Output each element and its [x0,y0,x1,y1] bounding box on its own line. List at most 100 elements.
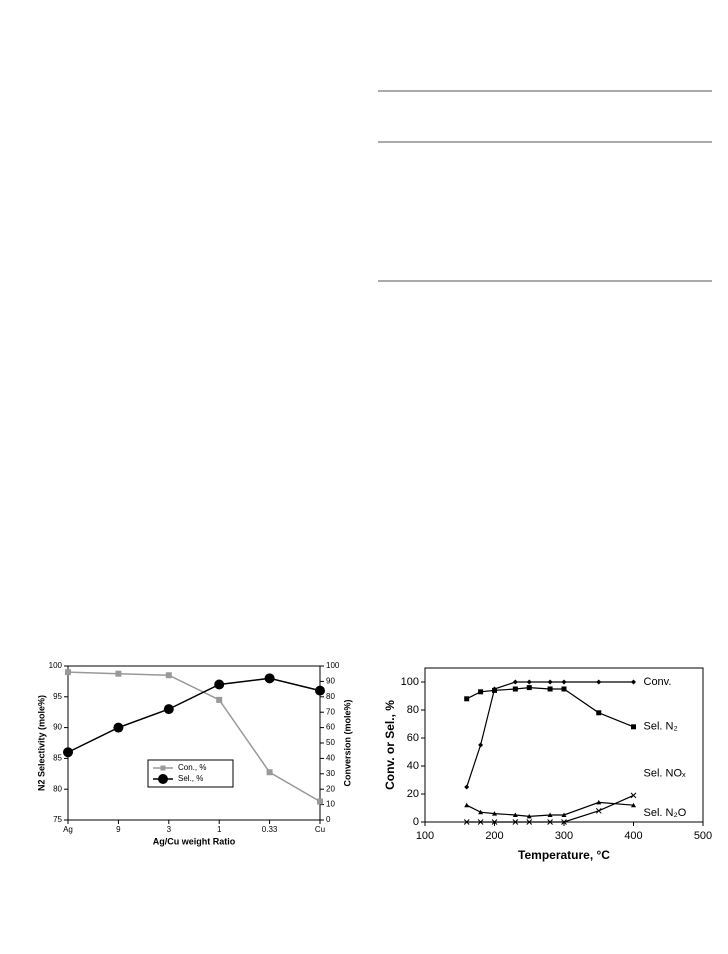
point [478,742,484,748]
x-tick-label: 3 [167,825,172,834]
point [317,798,323,805]
point [65,669,71,676]
series-line [466,794,634,823]
x-tick-label: 400 [624,830,642,842]
point [464,784,470,790]
point [464,696,470,702]
point [477,819,484,825]
y-tick-label: 85 [53,754,62,763]
y2-tick-label: 40 [326,754,335,763]
legend-label: Sel., % [178,774,203,783]
point [526,679,532,685]
point [561,686,567,692]
point [561,812,567,817]
point [630,792,637,799]
y-tick-label: 40 [407,760,419,772]
y-tick-label: 90 [53,723,62,732]
point [561,819,567,825]
y2-tick-label: 50 [326,738,335,747]
y2-tick-label: 0 [326,815,331,824]
legend-label: Con., % [178,763,206,772]
point [492,811,497,816]
x-tick-label: 300 [555,830,573,842]
x-axis-label: Ag/Cu weight Ratio [153,836,236,846]
point [596,710,602,716]
point [492,687,497,693]
point [631,724,636,730]
point [464,802,470,808]
y-tick-label: 20 [407,788,419,800]
legend-box [147,759,234,788]
y-tick-label: 100 [401,676,419,688]
series-label: Conv. [644,676,672,688]
point [526,819,533,825]
y-axis-label: N2 Selectivity (mole%) [36,695,46,791]
point [596,799,602,805]
point [547,686,553,692]
point [216,696,223,703]
point [113,722,124,733]
point [547,679,553,685]
series-line [466,681,634,788]
point [595,807,602,814]
series-label: Sel. N₂ [644,721,678,733]
point [160,765,166,771]
point [63,747,73,758]
point [214,679,225,690]
series-label: Sel. N₂O [644,807,687,819]
x-tick-label: 1 [217,825,222,834]
point [165,672,172,679]
series-line [67,671,321,803]
point [547,812,553,817]
point [512,679,518,685]
x-tick-label: 9 [116,825,121,834]
y2-tick-label: 100 [326,661,340,670]
point [631,802,636,808]
y-tick-label: 0 [413,816,419,828]
point [547,819,553,825]
plot-frame [67,665,321,821]
point [264,673,275,684]
y2-tick-label: 80 [326,692,335,701]
series-line [67,677,321,753]
y2-tick-label: 90 [326,677,335,686]
point [463,819,470,825]
point [115,670,122,677]
point [512,686,518,692]
point [561,679,567,685]
series-label: Sel. NOₓ [644,767,687,779]
point [631,679,636,685]
point [266,769,273,776]
point [491,819,498,825]
point [163,704,174,715]
x-tick-label: 500 [694,830,712,842]
point [478,809,484,815]
y-tick-label: 60 [407,732,419,744]
point [158,774,168,784]
y2-axis-label: Conversion (mole%) [342,699,352,786]
point [478,689,484,695]
x-tick-label: Cu [315,825,325,834]
x-tick-label: 100 [416,830,434,842]
y-axis-label: Conv. or Sel., % [383,700,397,790]
y-tick-label: 75 [53,815,62,824]
y-tick-label: 80 [407,704,419,716]
y2-tick-label: 60 [326,723,335,732]
y-tick-label: 100 [49,661,63,670]
point [526,685,532,691]
y2-tick-label: 70 [326,707,335,716]
y2-tick-label: 20 [326,784,335,793]
y2-tick-label: 30 [326,769,335,778]
x-axis-label: Temperature, °C [518,848,610,862]
x-tick-label: 200 [485,830,503,842]
point [315,685,325,696]
y-tick-label: 95 [53,692,62,701]
series-line [466,686,634,728]
point [526,813,532,819]
x-tick-label: Ag [63,825,73,834]
y-tick-label: 80 [53,784,62,793]
y2-tick-label: 10 [326,800,335,809]
point [512,819,519,825]
